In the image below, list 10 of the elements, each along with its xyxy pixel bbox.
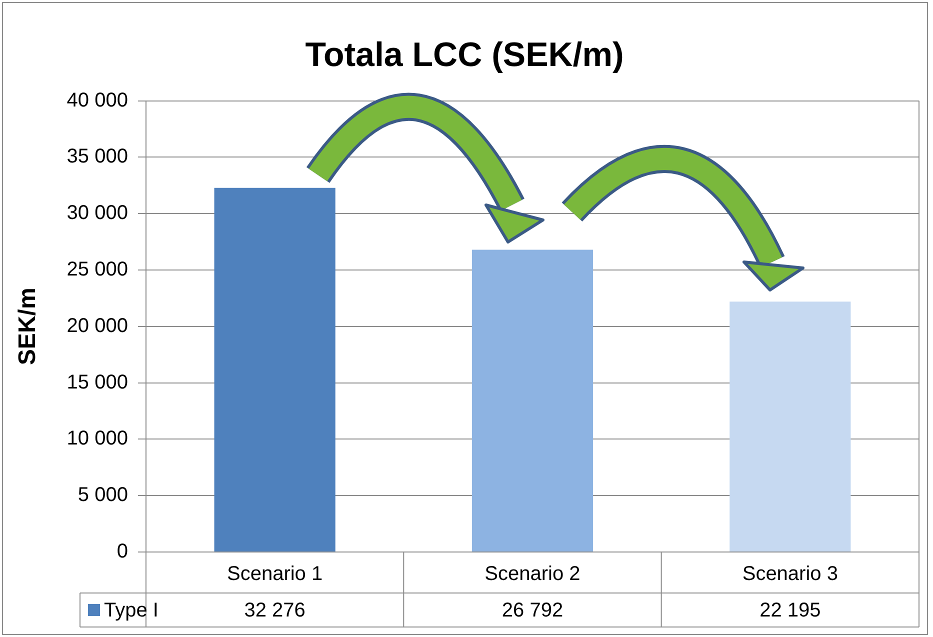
y-tick-label: 20 000 [66,314,128,337]
y-tick-label: 35 000 [66,146,128,168]
y-tick-label: 15 000 [66,371,128,394]
chart-title: Totala LCC (SEK/m) [305,36,624,74]
y-tick-label: 25 000 [66,258,128,281]
y-tick-label: 40 000 [66,89,128,112]
y-tick-label: 30 000 [66,202,128,224]
y-tick-label: 10 000 [66,428,128,450]
y-tick-label: 5 000 [78,484,128,506]
y-axis-title: SEK/m [14,288,42,366]
